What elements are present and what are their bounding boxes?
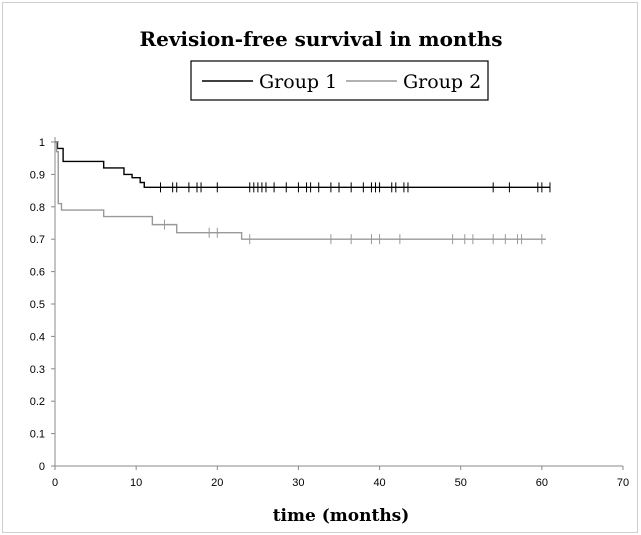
x-tick-label: 70: [617, 477, 629, 489]
y-tick-label: 1: [39, 137, 45, 149]
y-tick-label: 0: [39, 461, 45, 473]
series-group-2: [55, 141, 546, 245]
x-tick-label: 50: [455, 477, 467, 489]
survival-chart: Revision-free survival in months Group 1…: [30, 27, 629, 526]
y-tick-label: 0.6: [30, 267, 45, 279]
axes: 00.10.20.30.40.50.60.70.80.910 10 20 30 40 50…: [30, 137, 629, 489]
y-tick-label: 0.2: [30, 396, 45, 408]
y-tick-label: 0.7: [30, 234, 45, 246]
chart-title: Revision-free survival in months: [139, 27, 502, 51]
series-line-group-2: [55, 141, 546, 240]
x-tick-label: 20: [211, 477, 223, 489]
x-tick-label: 30: [292, 477, 304, 489]
y-tick-label: 0.4: [30, 331, 45, 343]
series-group-1: [55, 141, 551, 193]
y-tick-label: 0.5: [30, 299, 45, 311]
legend: Group 1 Group 2: [190, 60, 489, 101]
y-tick-label: 0.9: [30, 169, 45, 181]
legend-label-group-1: Group 1: [259, 71, 337, 93]
x-tick-label: 10: [130, 477, 142, 489]
legend-label-group-2: Group 2: [403, 71, 481, 93]
x-tick-label: 40: [373, 477, 385, 489]
x-tick-label: 0: [52, 477, 58, 489]
y-tick-label: 0.1: [30, 429, 45, 441]
x-tick-label: 60: [536, 477, 548, 489]
x-axis-label: time (months): [273, 506, 410, 526]
y-tick-label: 0.3: [30, 364, 45, 376]
y-tick-label: 0.8: [30, 202, 45, 214]
plot-area: [51, 137, 551, 245]
series-line-group-1: [55, 141, 550, 189]
